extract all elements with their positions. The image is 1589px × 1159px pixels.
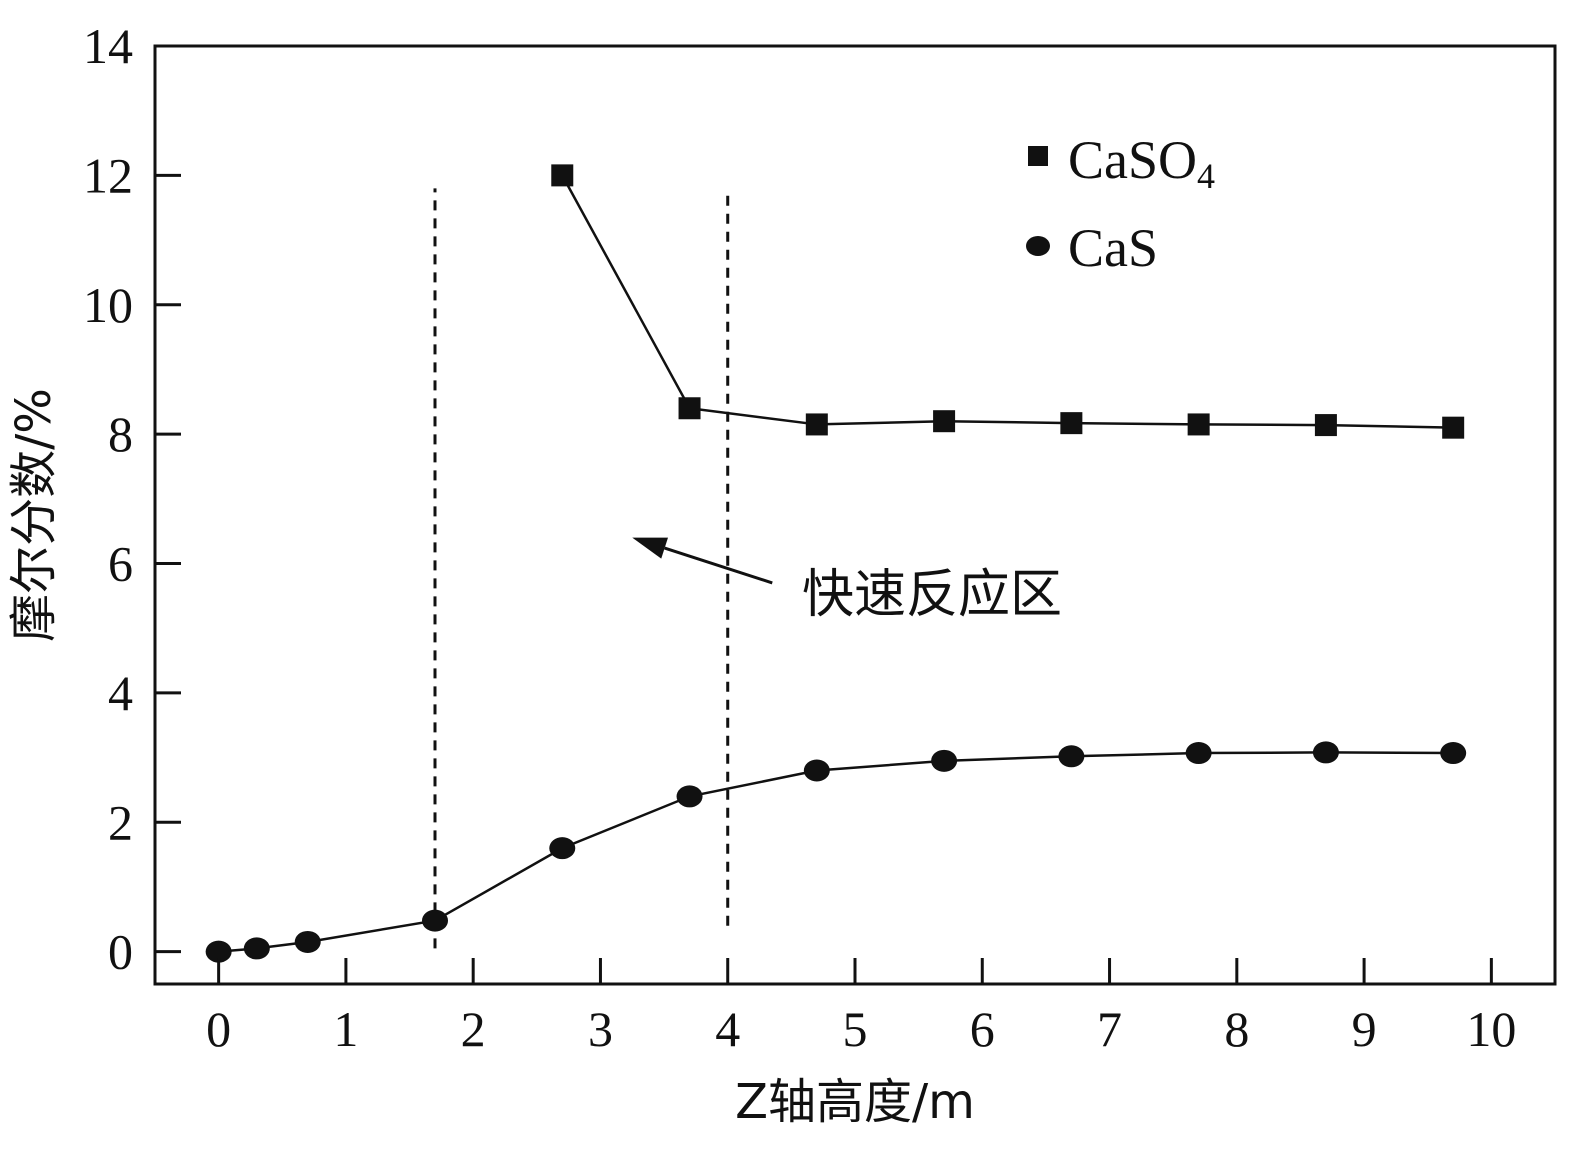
data-point-square — [933, 410, 956, 433]
x-axis-ticks: 0 1 2 3 4 5 6 7 8 9 10 — [206, 958, 1516, 1057]
data-point-square — [1442, 416, 1465, 439]
data-point-circle — [803, 759, 830, 782]
y-tick-label: 10 — [83, 277, 133, 333]
x-tick-label: 6 — [970, 1001, 995, 1057]
annotation-text: 快速反应区 — [802, 565, 1062, 625]
legend-marker-cas — [1026, 236, 1050, 256]
series-line-square — [561, 174, 1454, 429]
data-point-circle — [1312, 741, 1339, 764]
x-tick-label: 4 — [715, 1001, 740, 1057]
data-point-square — [1314, 414, 1337, 437]
y-tick-label: 2 — [108, 794, 133, 850]
annotation-arrow — [664, 546, 773, 585]
legend: CaSO4 CaS — [1026, 130, 1215, 278]
reference-lines — [433, 188, 730, 949]
x-tick-label: 8 — [1224, 1001, 1249, 1057]
y-tick-label: 4 — [108, 665, 133, 721]
data-point-square — [1187, 413, 1210, 436]
y-axis-ticks: 0 2 4 6 8 10 12 14 — [83, 18, 181, 980]
series-line-circle — [218, 751, 1454, 953]
plot-frame — [153, 44, 1557, 986]
x-tick-label: 2 — [461, 1001, 486, 1057]
x-tick-label: 5 — [843, 1001, 868, 1057]
y-tick-label: 12 — [83, 147, 133, 203]
x-tick-label: 1 — [333, 1001, 358, 1057]
x-tick-label: 10 — [1466, 1001, 1516, 1057]
y-tick-label: 0 — [108, 924, 133, 980]
x-axis-title: Z轴高度/m — [735, 1074, 975, 1130]
data-point-circle — [294, 930, 321, 953]
data-point-circle — [1440, 742, 1467, 765]
data-point-circle — [1058, 745, 1085, 768]
data-point-circle — [1185, 742, 1212, 765]
x-tick-label: 7 — [1097, 1001, 1122, 1057]
annotation: 快速反应区 — [632, 537, 1062, 625]
data-point-square — [678, 397, 701, 420]
data-point-square — [551, 164, 574, 187]
series-lines — [218, 174, 1454, 953]
data-point-square — [805, 413, 828, 436]
x-tick-label: 0 — [206, 1001, 231, 1057]
legend-label-caso4: CaSO4 — [1068, 130, 1215, 196]
y-tick-label: 8 — [108, 406, 133, 462]
y-tick-label: 14 — [83, 18, 133, 74]
data-point-circle — [243, 937, 270, 960]
x-tick-label: 9 — [1352, 1001, 1377, 1057]
annotation-arrow-head — [632, 537, 669, 559]
y-axis-title: 摩尔分数/% — [6, 388, 62, 642]
data-point-circle — [422, 909, 448, 932]
x-tick-label: 3 — [588, 1001, 613, 1057]
data-point-circle — [676, 785, 703, 808]
data-point-circle — [205, 940, 232, 963]
data-point-square — [1060, 412, 1083, 435]
legend-label-cas: CaS — [1068, 218, 1158, 278]
legend-marker-caso4 — [1028, 146, 1048, 166]
series-markers — [205, 164, 1467, 963]
y-tick-label: 6 — [108, 536, 133, 592]
data-point-circle — [931, 749, 958, 772]
data-point-circle — [549, 837, 576, 860]
